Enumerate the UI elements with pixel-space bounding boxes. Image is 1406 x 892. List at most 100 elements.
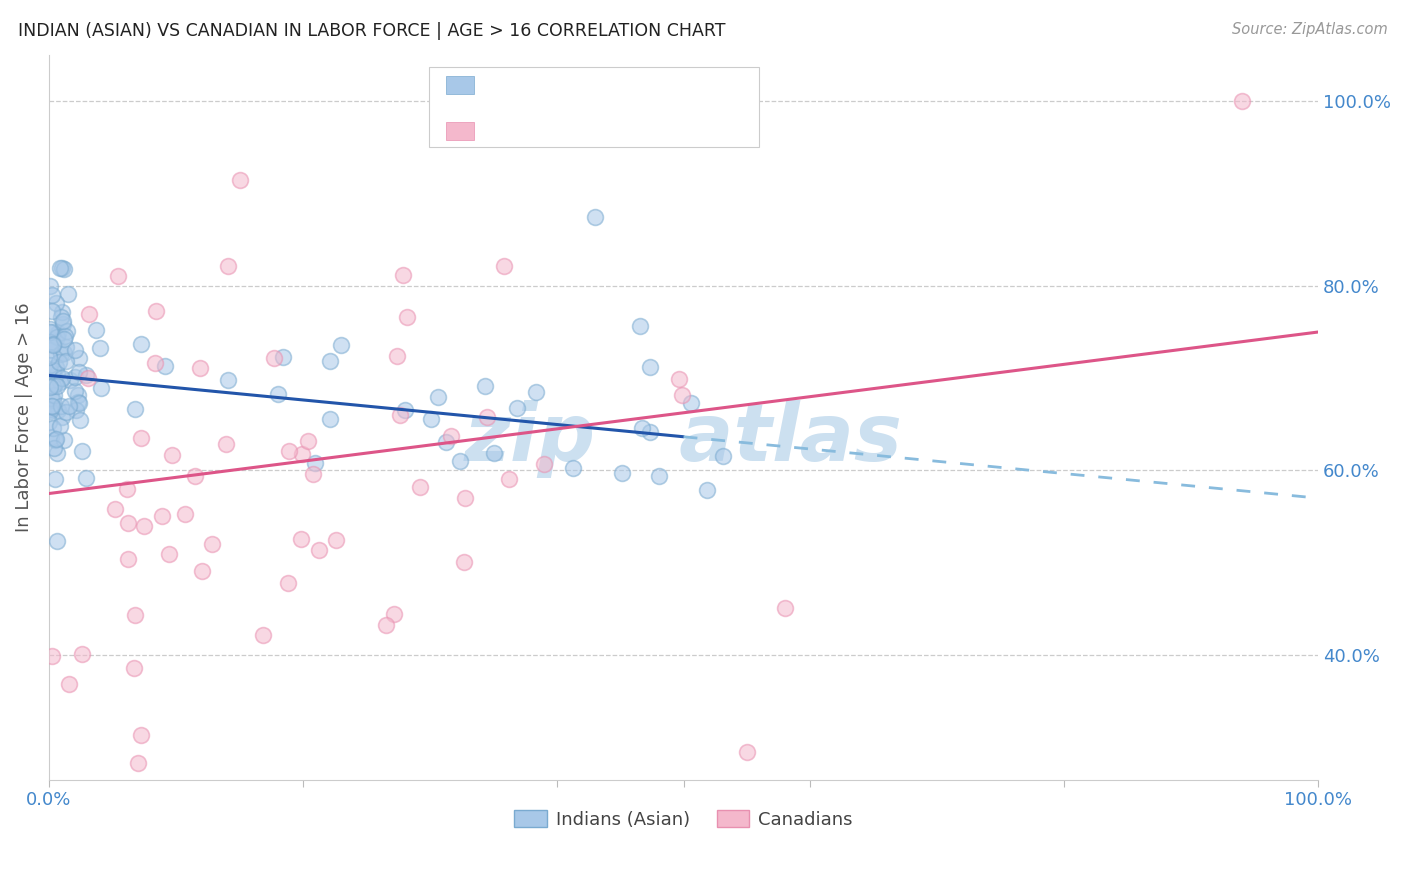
Point — [45, 379, 67, 393]
Point — [290, 533, 312, 547]
Point — [304, 456, 326, 470]
Point — [63, 384, 86, 398]
Point — [252, 628, 274, 642]
Text: zip   atlas: zip atlas — [464, 401, 903, 478]
Legend: Indians (Asian), Canadians: Indians (Asian), Canadians — [508, 803, 860, 836]
Point — [117, 516, 139, 530]
Point — [277, 576, 299, 591]
Point — [76, 371, 98, 385]
Text: N =: N = — [603, 125, 659, 144]
Point — [41, 391, 63, 405]
Point — [1230, 95, 1253, 109]
Point — [38, 361, 60, 376]
Point — [51, 260, 73, 275]
Point — [41, 648, 63, 663]
Point — [308, 542, 330, 557]
Point — [375, 618, 398, 632]
Point — [49, 376, 72, 390]
Point — [46, 446, 69, 460]
Point — [39, 322, 62, 336]
Point — [49, 400, 72, 414]
Point — [129, 337, 152, 351]
Point — [263, 351, 285, 365]
Point — [638, 360, 661, 375]
Point — [53, 332, 76, 346]
Point — [49, 261, 72, 276]
Point — [77, 307, 100, 321]
Point — [524, 385, 547, 400]
Point — [382, 607, 405, 621]
Point — [89, 342, 111, 356]
Point — [127, 756, 149, 770]
Point — [648, 469, 671, 483]
Point — [291, 448, 314, 462]
Point — [453, 555, 475, 569]
Point — [319, 412, 342, 426]
Text: 112: 112 — [647, 78, 688, 97]
Point — [44, 336, 66, 351]
Point — [75, 368, 97, 383]
Y-axis label: In Labor Force | Age > 16: In Labor Force | Age > 16 — [15, 302, 32, 533]
Point — [38, 359, 60, 373]
Point — [773, 601, 796, 615]
Point — [51, 305, 73, 319]
Point — [59, 374, 82, 388]
Point — [67, 395, 90, 409]
Point — [201, 537, 224, 551]
Point — [66, 388, 89, 402]
Text: Source: ZipAtlas.com: Source: ZipAtlas.com — [1232, 22, 1388, 37]
Text: -0.440: -0.440 — [526, 78, 595, 97]
Point — [55, 405, 77, 419]
Point — [41, 304, 63, 318]
Point — [302, 467, 325, 482]
Point — [215, 437, 238, 451]
Point — [696, 483, 718, 497]
Point — [38, 401, 60, 416]
Text: N =: N = — [603, 78, 659, 97]
Point — [70, 444, 93, 458]
Point — [325, 533, 347, 547]
Point — [124, 402, 146, 417]
Point — [39, 379, 62, 393]
Point — [45, 359, 67, 374]
Point — [38, 334, 60, 349]
Point — [67, 396, 90, 410]
Point — [55, 354, 77, 368]
Point — [628, 319, 651, 334]
Point — [173, 508, 195, 522]
Point — [41, 429, 63, 443]
Point — [75, 471, 97, 485]
Point — [475, 410, 498, 425]
Point — [42, 325, 65, 339]
Point — [63, 343, 86, 358]
Point — [454, 491, 477, 506]
Point — [52, 433, 75, 447]
Point — [48, 326, 70, 340]
Point — [434, 435, 457, 450]
Point — [229, 172, 252, 186]
Point — [38, 351, 60, 365]
Point — [42, 388, 65, 402]
Point — [49, 347, 72, 361]
Point — [735, 745, 758, 759]
Point — [409, 480, 432, 494]
Point — [419, 412, 441, 426]
Point — [45, 296, 67, 310]
Point — [638, 425, 661, 440]
Point — [319, 353, 342, 368]
Point — [713, 450, 735, 464]
Point — [117, 482, 139, 496]
Point — [41, 421, 63, 435]
Point — [52, 314, 75, 328]
Point — [671, 388, 693, 402]
Point — [58, 677, 80, 691]
Point — [39, 399, 62, 413]
Point — [188, 360, 211, 375]
Point — [39, 343, 62, 357]
Point — [129, 431, 152, 445]
Text: 55: 55 — [647, 125, 673, 144]
Point — [394, 403, 416, 417]
Point — [42, 338, 65, 352]
Point — [562, 460, 585, 475]
Point — [217, 373, 239, 387]
